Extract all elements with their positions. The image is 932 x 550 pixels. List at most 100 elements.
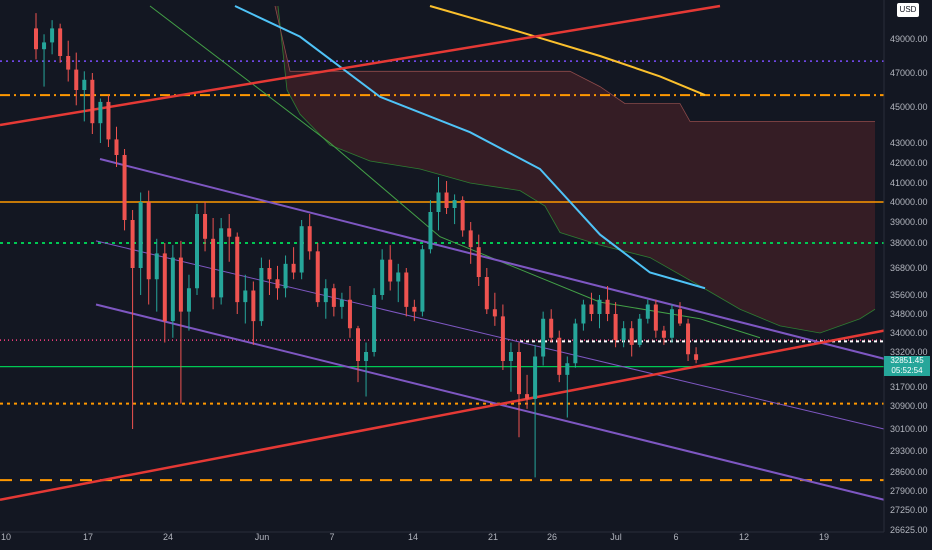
price-tick-label: 26625.00: [890, 525, 928, 535]
price-tick-label: 31700.00: [890, 382, 928, 392]
price-tick-label: 39000.00: [890, 217, 928, 227]
price-tick-label: 35600.00: [890, 290, 928, 300]
candle-body: [557, 337, 562, 375]
candle-body: [694, 354, 699, 360]
channel-mid-line: [95, 240, 885, 430]
candle-body: [162, 253, 167, 322]
candle-body: [211, 238, 216, 298]
candle-body: [178, 257, 183, 312]
candle-body: [380, 259, 385, 295]
price-tick-label: 27900.00: [890, 486, 928, 496]
candle-body: [412, 306, 417, 312]
candle-body: [186, 288, 191, 312]
candle-body: [500, 316, 505, 361]
candle-body: [170, 257, 175, 322]
last-price-label: 32851.45: [890, 356, 924, 365]
date-tick-label: 24: [163, 532, 173, 542]
candle-body: [436, 192, 441, 212]
candle-body: [589, 304, 594, 314]
candle-body: [364, 352, 369, 361]
candle-body: [267, 268, 272, 280]
candle-body: [331, 288, 336, 307]
candle-body: [452, 200, 457, 208]
cloud-upper-edge: [274, 5, 875, 122]
candle-body: [66, 56, 71, 70]
currency-badge[interactable]: USD: [897, 3, 919, 17]
ma-yellow-line: [429, 5, 706, 97]
candle-body: [114, 139, 119, 155]
price-tick-label: 27250.00: [890, 505, 928, 515]
channel-lower-line: [95, 303, 885, 501]
candle-body: [307, 226, 312, 252]
candle-body: [50, 28, 55, 43]
candle-body: [476, 247, 481, 277]
candle-body: [138, 202, 143, 268]
candle-body: [283, 263, 288, 289]
candle-body: [235, 236, 240, 303]
price-tick-label: 42000.00: [890, 158, 928, 168]
price-tick-label: 29300.00: [890, 446, 928, 456]
price-tick-label: 34000.00: [890, 328, 928, 338]
price-tick-label: 33200.00: [890, 347, 928, 357]
date-tick-label: 10: [1, 532, 11, 542]
candle-body: [58, 28, 63, 56]
candle-body: [525, 394, 530, 399]
candle-body: [565, 363, 570, 375]
candle-body: [98, 101, 103, 124]
price-tick-label: 28600.00: [890, 467, 928, 477]
candle-body: [621, 328, 626, 341]
candle-body: [517, 352, 521, 395]
candle-body: [90, 79, 95, 124]
candle-body: [645, 304, 650, 319]
candle-body: [323, 288, 328, 303]
candle-body: [243, 290, 248, 303]
price-tick-label: 36800.00: [890, 263, 928, 273]
price-tick-label: 41000.00: [890, 178, 928, 188]
candle-body: [468, 230, 473, 248]
candle-body: [34, 28, 38, 50]
price-tick-label: 43000.00: [890, 138, 928, 148]
candle-body: [203, 214, 208, 239]
date-tick-label: 7: [329, 532, 334, 542]
ichimoku-cloud: [275, 6, 875, 333]
candle-body: [549, 318, 554, 338]
candle-body: [396, 272, 401, 282]
candle-body: [661, 330, 666, 338]
date-tick-label: 6: [673, 532, 678, 542]
candle-body: [42, 42, 47, 50]
candle-body: [581, 304, 586, 324]
candle-body: [428, 212, 433, 250]
candle-body: [372, 295, 377, 352]
candle-body: [291, 263, 296, 273]
ma-green-line: [149, 5, 761, 339]
candle-body: [460, 200, 465, 231]
candle-body: [678, 309, 682, 324]
candle-body: [339, 299, 344, 307]
price-tick-label: 38000.00: [890, 238, 928, 248]
date-tick-label: 26: [547, 532, 557, 542]
candle-body: [251, 290, 256, 322]
date-tick-label: Jul: [610, 532, 622, 542]
candle-body: [388, 259, 393, 282]
candle-body: [492, 309, 497, 317]
candle-body: [154, 253, 159, 280]
candle-body: [227, 228, 232, 237]
date-tick-label: 19: [819, 532, 829, 542]
last-price-tag: 32851.45 05:52:54: [884, 356, 930, 376]
candle-body: [195, 214, 199, 289]
candle-body: [541, 318, 546, 357]
candle-body: [122, 155, 127, 220]
candle-body: [508, 352, 513, 361]
date-tick-label: 21: [488, 532, 498, 542]
price-tick-label: 30100.00: [890, 424, 928, 434]
candle-body: [315, 251, 320, 303]
candle-body: [444, 192, 449, 208]
candle-body: [347, 299, 352, 329]
candle-body: [106, 101, 111, 140]
candle-body: [130, 220, 135, 268]
candle-body: [597, 299, 602, 314]
price-tick-label: 47000.00: [890, 68, 928, 78]
candle-body: [420, 249, 425, 312]
